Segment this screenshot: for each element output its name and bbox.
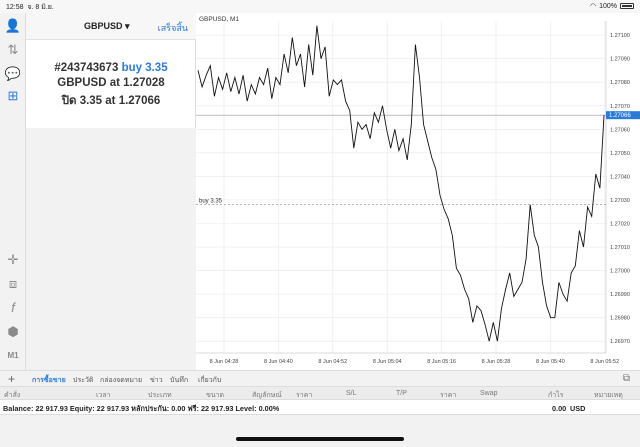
time-tick-label: 8 Jun 05:04 [373, 359, 402, 365]
price-tick-label: 1.27040 [610, 174, 630, 180]
price-tick-label: 1.27010 [610, 245, 630, 251]
order-line-3: ปิด 3.35 at 1.27066 [61, 95, 161, 107]
current-price-label: 1.27066 [609, 113, 631, 119]
currency-label: USD [570, 404, 586, 413]
col-time: เวลา [96, 392, 111, 399]
timeframe-icon[interactable]: M1 [7, 351, 19, 360]
wifi-icon: ◠ [589, 3, 597, 10]
chart-area[interactable]: GBPUSD, M1 buy 3.35 1.27100 1.27090 1.2708… [196, 13, 640, 370]
col-tp: T/P [396, 390, 407, 397]
price-tick-label: 1.27080 [610, 80, 630, 86]
order-panel: GBPUSD ▾ เสร็จสิ้น #243743673 buy 3.35 G… [26, 13, 196, 128]
price-tick-label: 1.27090 [610, 57, 630, 63]
chat-icon[interactable]: 💬 [4, 66, 22, 81]
indicators-icon[interactable]: f [11, 300, 15, 315]
trade-icon[interactable]: ⇅ [7, 42, 19, 57]
time-tick-label: 8 Jun 05:52 [590, 359, 619, 365]
price-tick-label: 1.27070 [610, 104, 630, 110]
price-chart[interactable]: GBPUSD, M1 buy 3.35 1.27100 1.27090 1.2708… [196, 13, 640, 370]
col-volume: ขนาด [206, 392, 225, 399]
price-tick-label: 1.27050 [610, 151, 630, 157]
new-order-icon[interactable]: ⊞ [7, 88, 19, 103]
table-header: คำสั่ง เวลา ประเภท ขนาด สัญลักษณ์ ราคา S… [0, 386, 640, 400]
total-profit: 0.00 [552, 404, 567, 413]
price-tick-label: 1.27060 [610, 127, 630, 133]
done-button[interactable]: เสร็จสิ้น [157, 23, 188, 33]
bottom-toolbar: + การซื้อขาย ประวัติ กล่องจดหมาย ข่าว บั… [0, 370, 640, 386]
order-line-1: #243743673 buy 3.35 [54, 62, 168, 74]
battery-icon [620, 3, 634, 9]
symbol-select[interactable]: GBPUSD ▾ [84, 21, 130, 31]
order-line-2: GBPUSD at 1.27028 [57, 77, 165, 89]
balance-summary: Balance: 22 917.93 Equity: 22 917.93 หลั… [3, 404, 280, 413]
price-tick-label: 1.26970 [610, 339, 630, 345]
order-header: GBPUSD ▾ เสร็จสิ้น [26, 13, 196, 40]
time-tick-label: 8 Jun 04:52 [318, 359, 347, 365]
tab-about[interactable]: เกี่ยวกับ [198, 377, 222, 384]
price-series [197, 25, 605, 342]
time-tick-label: 8 Jun 04:28 [210, 359, 239, 365]
add-icon[interactable]: + [8, 372, 16, 386]
price-tick-label: 1.27000 [610, 269, 630, 275]
col-comment: หมายเหตุ [594, 392, 623, 399]
time-tick-label: 8 Jun 05:40 [536, 359, 565, 365]
chart-type-icon[interactable]: ⧈ [8, 276, 18, 291]
status-bar: 12:58 จ. 8 มิ.ย. ◠ 100% [0, 0, 640, 13]
col-symbol: สัญลักษณ์ [252, 392, 282, 399]
objects-icon[interactable]: ⬢ [7, 324, 19, 339]
col-sl: S/L [346, 390, 357, 397]
price-tick-label: 1.27030 [610, 198, 630, 204]
tab-news[interactable]: ข่าว [150, 377, 163, 384]
price-tick-label: 1.26980 [610, 316, 630, 322]
price-tick-label: 1.26990 [610, 292, 630, 298]
col-price: ราคา [296, 392, 313, 399]
col-type: ประเภท [148, 392, 172, 399]
crosshair-icon[interactable]: ✛ [7, 252, 19, 267]
time-tick-label: 8 Jun 05:16 [427, 359, 456, 365]
status-right: ◠ 100% [590, 2, 634, 10]
time-tick-label: 8 Jun 04:40 [264, 359, 293, 365]
price-tick-label: 1.27100 [610, 33, 630, 39]
tab-history[interactable]: ประวัติ [73, 377, 94, 384]
left-toolbar: 👤 ⇅ 💬 ⊞ ✛ ⧈ f ⬢ M1 [0, 13, 26, 370]
chevron-down-icon: ▾ [125, 21, 130, 31]
expand-panel-icon[interactable]: ⧉ [622, 373, 630, 384]
col-order: คำสั่ง [4, 392, 21, 399]
tab-mailbox[interactable]: กล่องจดหมาย [100, 377, 143, 384]
current-price-marker [606, 111, 640, 120]
status-time-date: 12:58 จ. 8 มิ.ย. [6, 4, 54, 11]
price-tick-label: 1.27020 [610, 221, 630, 227]
user-icon[interactable]: 👤 [4, 18, 22, 33]
tab-journal[interactable]: บันทึก [170, 377, 189, 384]
col-swap: Swap [480, 390, 498, 397]
battery-percent: 100% [599, 2, 617, 10]
time-tick-label: 8 Jun 05:28 [482, 359, 511, 365]
home-indicator [236, 437, 404, 441]
tab-trade[interactable]: การซื้อขาย [32, 377, 66, 384]
balance-row: Balance: 22 917.93 Equity: 22 917.93 หลั… [0, 400, 640, 415]
chart-title: GBPUSD, M1 [199, 16, 239, 23]
col-profit: กำไร [548, 392, 564, 399]
buy-level-label: buy 3.35 [199, 199, 223, 205]
col-price-current: ราคา [440, 392, 457, 399]
